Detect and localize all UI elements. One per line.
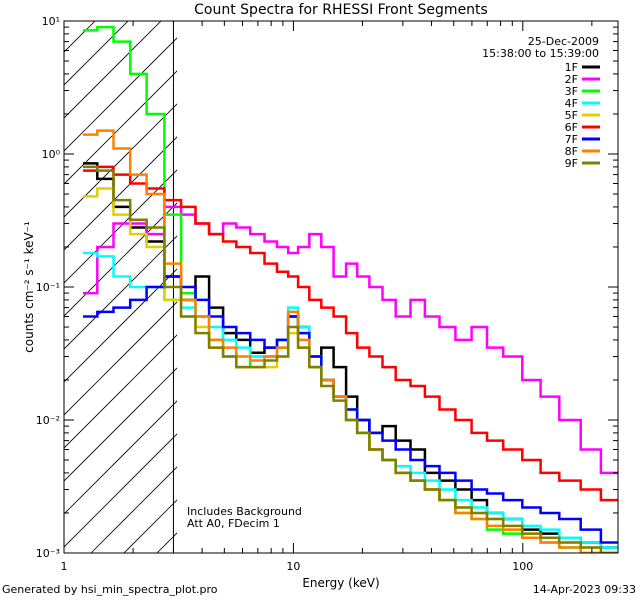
y-tick-label: 10⁻² [36, 414, 60, 427]
series-2F [83, 205, 618, 475]
legend-label-6F: 6F [565, 121, 578, 134]
hatch-line [256, 0, 640, 553]
legend-label-7F: 7F [565, 133, 578, 146]
time-range-label: 15:38:00 to 15:39:00 [482, 47, 599, 60]
hatch-line [0, 0, 97, 553]
legend-label-2F: 2F [565, 73, 578, 86]
series-7F [83, 275, 618, 544]
hatch-line [64, 400, 177, 515]
hatch-line [64, 235, 177, 350]
series-8F [83, 129, 618, 553]
annotation-background: Includes Background [187, 505, 302, 518]
x-tick-label: 1 [61, 560, 68, 573]
legend-label-8F: 8F [565, 145, 578, 158]
hatch-line [64, 37, 177, 152]
series-layer [83, 25, 618, 553]
axis-tick-labels: 1 10 100 10⁻³ 10⁻² 10⁻¹ 10⁰ 10¹ [36, 15, 534, 573]
hatch-line [64, 367, 177, 482]
series-9F [83, 165, 618, 553]
y-tick-label: 10⁻¹ [36, 281, 60, 294]
annotation-attenuator: Att A0, FDecim 1 [187, 517, 280, 530]
date-label: 25-Dec-2009 [528, 35, 599, 48]
y-axis-label: counts cm⁻² s⁻¹ keV⁻¹ [22, 221, 36, 353]
y-tick-label: 10¹ [42, 15, 60, 28]
axis-ticks [63, 21, 618, 554]
x-tick-label: 10 [286, 560, 300, 573]
hatch-line [64, 301, 177, 416]
chart-title: Count Spectra for RHESSI Front Segments [194, 2, 488, 18]
y-tick-label: 10⁰ [42, 148, 61, 161]
hatch-line [64, 202, 177, 317]
footer-timestamp: 14-Apr-2023 09:33 [532, 583, 636, 596]
legend-label-9F: 9F [565, 157, 578, 170]
footer-generated-by: Generated by hsi_min_spectra_plot.pro [2, 583, 218, 596]
hatch-line [64, 268, 177, 383]
hatch-line [64, 21, 129, 86]
legend-label-5F: 5F [565, 109, 578, 122]
hatch-line [64, 433, 177, 548]
legend-label-4F: 4F [565, 97, 578, 110]
hatch-line [64, 334, 177, 449]
series-6F [83, 165, 618, 502]
y-tick-label: 10⁻³ [36, 547, 60, 560]
x-tick-label: 100 [512, 560, 533, 573]
legend-label-3F: 3F [565, 85, 578, 98]
x-axis-label: Energy (keV) [302, 576, 379, 590]
legend-label-1F: 1F [565, 61, 578, 74]
hatch-line [0, 0, 130, 553]
excluded-region-hatch [0, 0, 640, 553]
